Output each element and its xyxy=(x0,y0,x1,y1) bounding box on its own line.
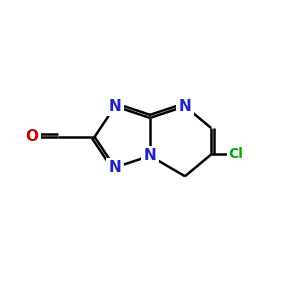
Text: N: N xyxy=(109,99,122,114)
Text: O: O xyxy=(26,129,38,144)
Text: N: N xyxy=(109,160,122,175)
Text: N: N xyxy=(178,99,191,114)
Text: Cl: Cl xyxy=(229,147,244,161)
Text: N: N xyxy=(144,148,156,163)
